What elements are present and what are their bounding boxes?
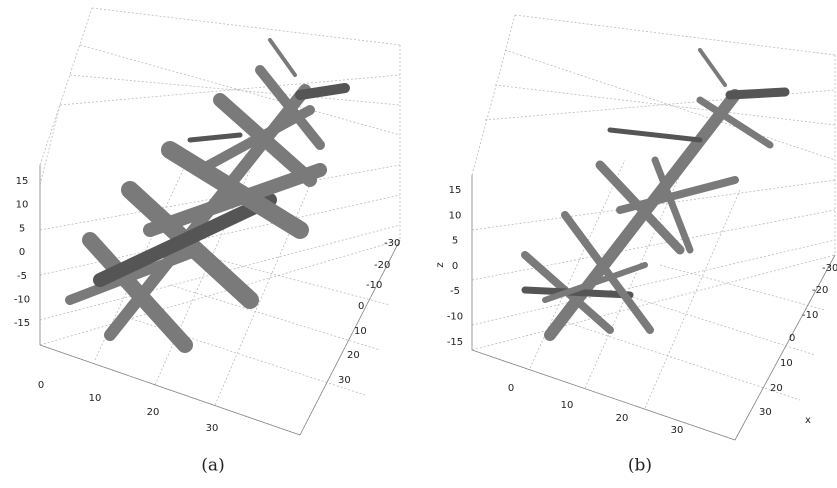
x-tick-label: 20: [147, 407, 160, 418]
y-tick-label: -20: [374, 260, 390, 271]
point-cloud-a: [70, 40, 345, 345]
y-tick-label: 20: [770, 383, 783, 394]
z-tick-label: -5: [17, 271, 27, 282]
z-tick-label: 15: [16, 176, 29, 187]
y-tick-label: 30: [759, 407, 772, 418]
z-tick-label: 5: [19, 223, 25, 234]
x-tick-label: 10: [89, 393, 102, 404]
y-tick-label: -10: [366, 280, 382, 291]
z-tick-label: -5: [450, 286, 460, 297]
y-tick-label: -10: [802, 310, 818, 321]
z-tick-label: 0: [19, 247, 25, 258]
frame-b: [472, 175, 835, 440]
y-tick-label: 20: [347, 350, 360, 361]
y-tick-label: -30: [384, 238, 400, 249]
y-tick-label: 10: [780, 358, 793, 369]
z-tick-label: -15: [447, 337, 463, 348]
figure: 151050-5-10-15-30-20-1001020300102030(a)…: [0, 0, 837, 484]
y-tick-label: -30: [822, 263, 837, 274]
z-tick-label: -15: [14, 318, 30, 329]
x-tick-label: 0: [508, 383, 514, 394]
caption: (a): [201, 456, 224, 476]
x-tick-label: 10: [561, 400, 574, 411]
z-axis-label: z: [435, 262, 446, 267]
z-tick-label: 10: [16, 200, 29, 211]
z-tick-label: 0: [452, 261, 458, 272]
x-tick-label: 20: [616, 413, 629, 424]
y-tick-label: -20: [812, 285, 828, 296]
z-tick-label: 5: [452, 236, 458, 247]
x-tick-label: 0: [38, 380, 44, 391]
y-tick-label: 0: [358, 301, 364, 312]
x-axis-label: x: [805, 415, 811, 426]
z-tick-label: 10: [449, 210, 462, 221]
caption: (b): [628, 456, 652, 476]
x-tick-label: 30: [671, 425, 684, 436]
z-tick-label: 15: [449, 185, 462, 196]
y-tick-label: 0: [789, 333, 795, 344]
z-tick-label: -10: [447, 312, 463, 323]
y-tick-label: 30: [338, 375, 351, 386]
z-tick-label: -10: [14, 295, 30, 306]
y-tick-label: 10: [354, 326, 367, 337]
x-tick-label: 30: [206, 423, 219, 434]
